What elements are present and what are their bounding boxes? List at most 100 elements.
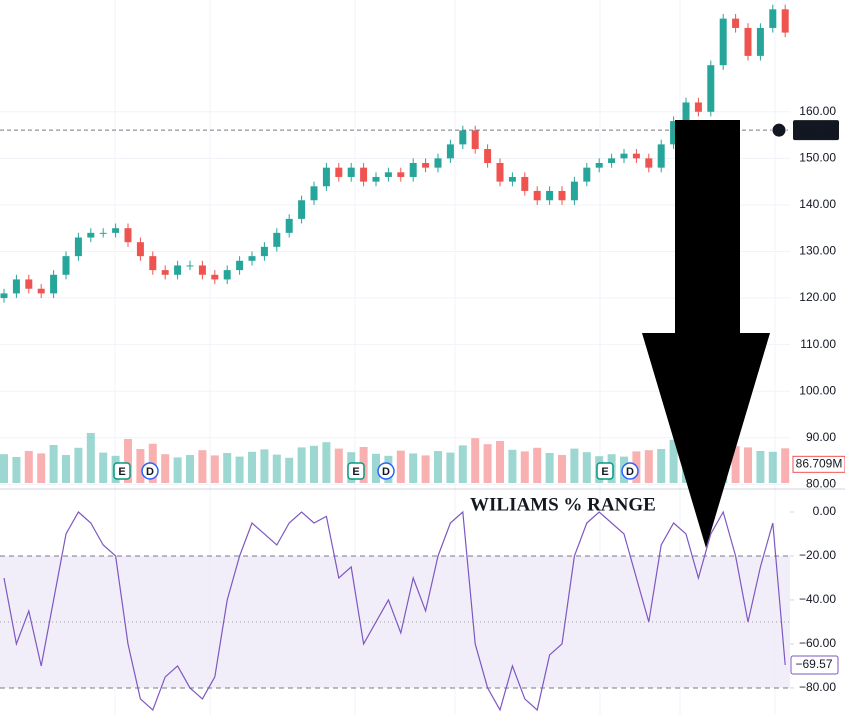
volume-bar	[0, 454, 8, 483]
volume-bar	[744, 447, 752, 483]
candle-body	[174, 265, 182, 275]
arrow-annotation	[642, 120, 770, 548]
volume-bar	[198, 450, 207, 483]
volume-bar	[570, 448, 579, 483]
candle-body	[62, 256, 70, 275]
candle-body	[682, 102, 690, 122]
candle-body	[360, 167, 368, 182]
candle-body	[595, 163, 603, 168]
volume-bar	[322, 442, 331, 483]
volume-bar	[520, 451, 529, 483]
volume-bar	[74, 447, 83, 483]
candle-body	[124, 228, 132, 243]
indicator-title: WILIAMS % RANGE	[470, 494, 656, 515]
candle-body	[136, 242, 144, 257]
earnings-icon	[596, 462, 614, 480]
candle-body	[273, 232, 281, 247]
y-tick-label: 130.00	[799, 244, 836, 258]
y-tick-label: −40.00	[799, 592, 836, 606]
event-label: D	[146, 466, 154, 478]
volume-bar	[657, 449, 666, 483]
candle-body	[186, 265, 194, 267]
volume-label: 86.709M	[796, 456, 843, 470]
y-tick-label: 120.00	[799, 290, 836, 304]
earnings-icon	[347, 462, 365, 480]
candle-body	[608, 158, 616, 163]
y-tick-label: −60.00	[799, 636, 836, 650]
candle-body	[12, 279, 20, 294]
candle-body	[645, 158, 653, 168]
candle-body	[87, 232, 95, 238]
candle-body	[546, 190, 554, 201]
candle-body	[149, 256, 157, 271]
band-fill	[0, 555, 790, 688]
candle-body	[434, 158, 442, 168]
y-tick-label: 140.00	[799, 197, 836, 211]
candle-body	[335, 167, 343, 177]
volume-bar	[533, 447, 542, 483]
candle-body	[508, 176, 516, 182]
volume-bar	[285, 457, 294, 483]
earnings-icon	[113, 462, 131, 480]
value-label: −69.57	[795, 657, 832, 671]
volume-bar	[37, 453, 46, 483]
y-tick-label: 110.00	[800, 337, 836, 351]
candle-body	[657, 144, 665, 168]
candle-body	[521, 176, 529, 191]
candle-body	[310, 186, 318, 201]
volume-bar	[310, 445, 318, 483]
candle-body	[570, 181, 578, 201]
event-label: E	[352, 466, 359, 478]
volume-bar	[508, 449, 517, 483]
candle-body	[484, 149, 492, 163]
dividend-icon	[141, 462, 159, 480]
volume-bar	[446, 452, 455, 483]
candle-body	[558, 190, 566, 201]
candle-body	[694, 102, 702, 112]
volume-bar	[161, 454, 170, 483]
candle-body	[236, 260, 244, 271]
volume-bar	[781, 448, 790, 483]
candle-body	[260, 246, 268, 257]
candle-body	[211, 274, 219, 280]
volume-bar	[334, 448, 343, 483]
candle-body	[583, 167, 591, 182]
volume-bar	[223, 453, 232, 483]
volume-bar	[496, 441, 504, 483]
candle-body	[719, 18, 727, 66]
candle-body	[496, 163, 504, 182]
volume-bar	[12, 457, 21, 483]
candle-body	[769, 9, 777, 28]
volume-bar	[644, 450, 653, 483]
volume-label-box	[792, 455, 845, 473]
candle-body	[0, 293, 8, 299]
volume-bar	[372, 453, 380, 483]
event-label: D	[626, 466, 634, 478]
candle-body	[37, 288, 45, 294]
candle-body	[632, 153, 640, 159]
candle-body	[372, 176, 380, 182]
event-label: E	[601, 466, 608, 478]
volume-bar	[210, 455, 219, 483]
candle-body	[422, 163, 430, 168]
candle-body	[620, 153, 628, 159]
volume-bar	[545, 453, 554, 483]
williams-line	[3, 510, 786, 712]
candle-body	[446, 144, 454, 159]
volume-bar	[768, 451, 777, 483]
volume-bar	[260, 449, 269, 483]
volume-bar	[582, 452, 591, 483]
volume-bar	[756, 451, 765, 483]
y-tick-label: 100.00	[799, 383, 836, 397]
volume-bar	[49, 445, 58, 483]
candle-body	[459, 130, 467, 145]
volume-bar	[483, 444, 492, 483]
candle-body	[25, 279, 33, 289]
price-label-box	[793, 120, 839, 141]
volume-bar	[731, 446, 740, 483]
volume-bar	[124, 439, 132, 483]
y-tick-label: 150.00	[799, 151, 836, 165]
y-tick-label: −80.00	[799, 680, 836, 694]
volume-bar	[434, 451, 442, 483]
